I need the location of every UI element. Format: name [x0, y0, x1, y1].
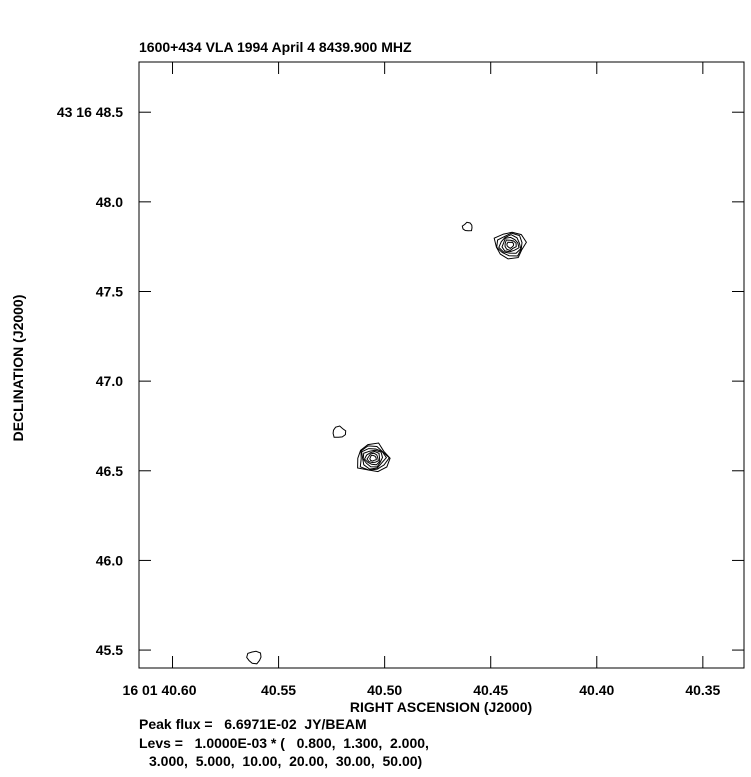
noise-contour — [461, 221, 473, 232]
source-contour — [357, 442, 391, 473]
source-contour — [361, 448, 388, 470]
source-contour — [501, 236, 520, 253]
plot-frame — [138, 61, 745, 669]
peak-flux-note: Peak flux = 6.6971E-02 JY/BEAM — [139, 716, 367, 732]
x-tick-label: 40.45 — [473, 682, 508, 698]
y-tick-label: 47.5 — [96, 283, 123, 299]
source-contour — [369, 454, 377, 462]
y-tick-label: 48.0 — [96, 194, 123, 210]
source-contour — [496, 232, 523, 257]
y-tick-labels: 45.5 46.0 46.5 47.0 47.5 48.0 43 16 48.5 — [57, 104, 123, 658]
noise-contour — [246, 650, 262, 665]
x-tick-label: 40.35 — [685, 682, 720, 698]
contour-lines — [246, 221, 527, 665]
x-axis-label: RIGHT ASCENSION (J2000) — [350, 699, 532, 715]
chart-title: 1600+434 VLA 1994 April 4 8439.900 MHZ — [139, 39, 412, 55]
x-tick-label: 40.50 — [367, 682, 402, 698]
source-contour — [359, 445, 390, 471]
levels-note-line-2: 3.000, 5.000, 10.00, 20.00, 30.00, 50.00… — [149, 753, 422, 769]
source-contour — [366, 452, 379, 464]
x-tick-label: 40.55 — [261, 682, 296, 698]
noise-contour — [332, 425, 347, 438]
y-tick-label: 47.0 — [96, 373, 123, 389]
y-tick-label: 46.0 — [96, 552, 123, 568]
y-tick-label: 45.5 — [96, 642, 123, 658]
source-contour — [362, 449, 384, 468]
y-tick-label: 46.5 — [96, 463, 123, 479]
source-contour — [493, 231, 527, 260]
y-axis-label: DECLINATION (J2000) — [10, 295, 26, 442]
y-tick-label: 43 16 48.5 — [57, 104, 123, 120]
source-contour — [504, 239, 517, 252]
source-contour — [498, 234, 522, 254]
x-tick-labels: 16 01 40.60 40.55 40.50 40.45 40.40 40.35 — [123, 682, 721, 698]
x-tick-label: 16 01 40.60 — [123, 682, 197, 698]
x-tick-label: 40.40 — [579, 682, 614, 698]
levels-note-line-1: Levs = 1.0000E-03 * ( 0.800, 1.300, 2.00… — [139, 735, 429, 751]
source-contour — [506, 241, 515, 250]
source-contour — [363, 450, 381, 466]
axis-ticks — [139, 62, 744, 668]
